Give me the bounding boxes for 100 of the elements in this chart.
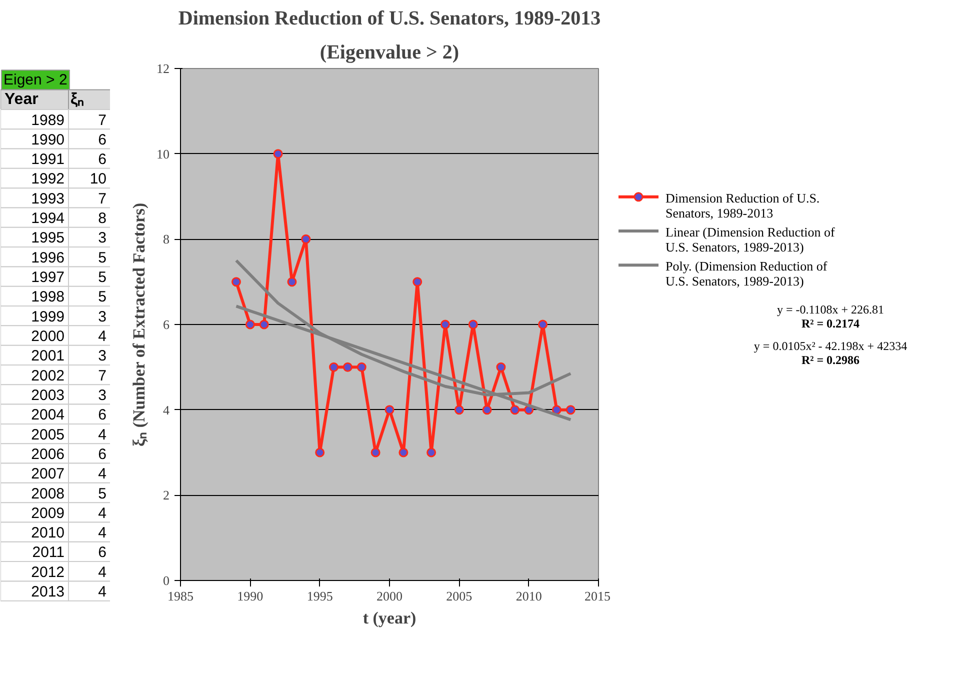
point xyxy=(426,448,436,458)
data-label: 10 xyxy=(90,170,107,188)
point xyxy=(552,405,562,415)
data-label: 3 xyxy=(98,230,106,247)
y-axis-title: Year xyxy=(4,91,38,108)
point xyxy=(398,448,408,458)
y-tick-label: 8 xyxy=(163,232,170,247)
data-label: 3 xyxy=(98,348,106,365)
data-label: 5 xyxy=(98,269,106,286)
data-label: 5 xyxy=(98,485,106,502)
chart-subtitle: (Eigenvalue > 2) xyxy=(320,42,460,64)
y-tick-label: 2001 xyxy=(31,348,65,365)
point xyxy=(468,320,478,330)
point xyxy=(412,277,422,287)
data-label: 4 xyxy=(98,426,106,444)
point xyxy=(440,320,450,330)
legend-label: Poly. (Dimension Reduction of U.S. Senators, 1989-2013) xyxy=(666,258,828,289)
y-tick-label: 1997 xyxy=(31,269,65,286)
data-label: 4 xyxy=(98,466,106,483)
y-tick-label: 4 xyxy=(163,402,170,418)
x-tick-label: ξₙ xyxy=(70,91,84,108)
point xyxy=(538,320,548,330)
point xyxy=(273,149,283,159)
point xyxy=(384,405,394,415)
x-tick-label: 1990 xyxy=(237,588,264,604)
data-label: 4 xyxy=(98,524,106,542)
x-tick-label: 2000 xyxy=(376,588,402,604)
point xyxy=(370,448,380,458)
chart-title: Eigen > 2 xyxy=(4,71,68,88)
y-tick-label: 2013 xyxy=(31,584,65,601)
y-axis-title: ξₙ (Number of Extracted Factors) xyxy=(130,202,148,446)
text: y = -0.1108x + 226.81 xyxy=(776,302,884,317)
data-label: 6 xyxy=(98,406,106,424)
y-tick-label: 1993 xyxy=(31,190,65,208)
point xyxy=(496,362,506,372)
point xyxy=(315,448,325,458)
y-tick-label: 2008 xyxy=(31,485,65,502)
y-tick-label: 1991 xyxy=(31,151,65,168)
point xyxy=(356,362,366,372)
data-label: 7 xyxy=(98,190,106,208)
y-tick-label: 2012 xyxy=(31,564,65,581)
y-tick-label: 2002 xyxy=(31,367,65,384)
legend-label: Dimension Reduction of U.S. Senators, 1989-2013 xyxy=(666,190,820,220)
point xyxy=(510,405,520,415)
point xyxy=(231,277,241,287)
x-tick-label: 2015 xyxy=(584,588,610,604)
data-label: 7 xyxy=(98,367,106,384)
point xyxy=(482,405,492,415)
point xyxy=(342,362,352,372)
x-tick-label: 2005 xyxy=(446,588,472,604)
y-tick-label: 2005 xyxy=(31,426,65,444)
y-tick-label: 1990 xyxy=(31,131,65,148)
y-tick-label: 1989 xyxy=(31,112,65,129)
data-label: 3 xyxy=(98,386,106,404)
chart-title: Dimension Reduction of U.S. Senators, 1989-2013 xyxy=(178,8,601,30)
data-label: 6 xyxy=(98,151,106,168)
y-tick-label: 1998 xyxy=(31,288,65,306)
y-tick-label: 2 xyxy=(163,488,170,503)
point xyxy=(259,320,269,330)
point xyxy=(301,234,311,244)
y-tick-label: 0 xyxy=(163,573,170,588)
x-tick-label: 1995 xyxy=(306,588,333,604)
point xyxy=(566,405,576,415)
x-tick-label: 1985 xyxy=(168,588,194,604)
y-tick-label: 12 xyxy=(156,61,170,76)
data-label: 4 xyxy=(98,564,106,581)
data-label: 6 xyxy=(98,544,106,562)
point xyxy=(287,277,297,287)
data-label: 5 xyxy=(98,249,106,266)
point xyxy=(329,362,339,372)
y-tick-label: 1995 xyxy=(31,230,65,247)
y-tick-label: 2011 xyxy=(32,544,65,562)
point xyxy=(245,320,255,330)
data-label: 3 xyxy=(98,308,106,326)
data-label: 4 xyxy=(98,328,106,345)
y-tick-label: 2004 xyxy=(31,406,65,424)
y-tick-label: 1999 xyxy=(31,308,65,326)
y-tick-label: 2006 xyxy=(31,446,65,463)
y-tick-label: 1994 xyxy=(31,210,65,228)
x-tick-label: 2010 xyxy=(516,588,542,604)
point xyxy=(454,405,464,415)
text: R² = 0.2986 xyxy=(801,352,860,367)
y-tick-label: 10 xyxy=(156,146,170,162)
y-tick-label: 6 xyxy=(163,317,170,332)
data-label: 8 xyxy=(98,210,106,228)
data-label: 4 xyxy=(98,504,106,522)
data-label: 6 xyxy=(98,131,106,148)
y-tick-label: 2000 xyxy=(31,328,65,345)
data-label: 5 xyxy=(98,288,106,306)
y-tick-label: 1992 xyxy=(31,170,65,188)
text: R² = 0.2174 xyxy=(801,316,860,330)
x-axis-title: t (year) xyxy=(362,608,416,628)
data-label: 7 xyxy=(98,112,106,129)
y-tick-label: 2003 xyxy=(31,386,65,404)
y-tick-label: 1996 xyxy=(31,249,65,266)
data-label: 4 xyxy=(98,584,106,601)
y-tick-label: 2010 xyxy=(31,524,65,542)
legend-label: Linear (Dimension Reduction of U.S. Senators, 1989-2013) xyxy=(666,224,836,255)
text: y = 0.0105x² - 42.198x + 42334 xyxy=(754,339,908,354)
data-label: 6 xyxy=(98,446,106,463)
